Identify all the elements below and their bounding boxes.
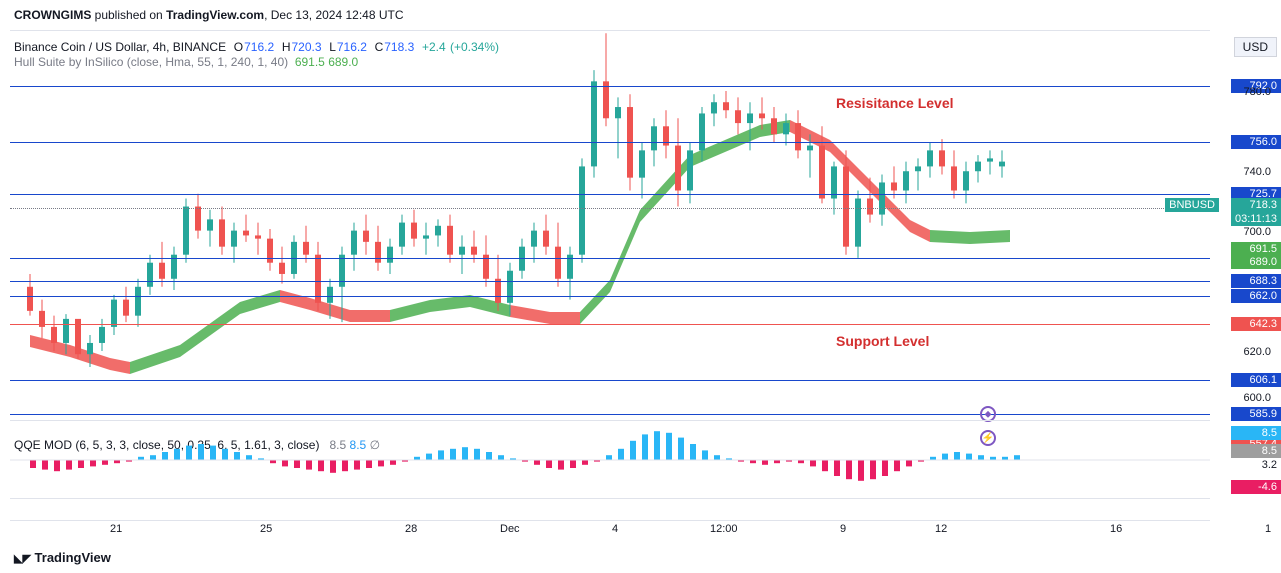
horizontal-level-line [10,86,1210,87]
qqe-axis-box: 8.5 [1231,426,1281,440]
qqe-axis-box: -4.6 [1231,480,1281,494]
pane-divider [10,420,1210,421]
x-axis-tick: 1 [1265,523,1271,535]
y-axis-tick: 780.0 [1243,86,1271,98]
x-axis-tick: Dec [500,523,520,535]
chart-annotation: Resisitance Level [836,95,954,111]
price-axis-box: 606.1 [1231,373,1281,387]
horizontal-level-line [10,194,1210,195]
price-axis-box: 662.0 [1231,289,1281,303]
site: TradingView.com [166,8,264,22]
horizontal-level-line [10,324,1210,325]
price-axis-box: 689.0 [1231,255,1281,269]
qqe-axis-box: 8.5 [1231,444,1281,458]
x-axis-tick: 25 [260,523,272,535]
publish-header: CROWNGIMS published on TradingView.com, … [14,8,404,22]
x-axis-tick: 12 [935,523,947,535]
price-axis-box: 691.5 [1231,242,1281,256]
x-axis-tick: 16 [1110,523,1122,535]
pane-divider [10,30,1210,31]
price-axis-box: 642.3 [1231,317,1281,331]
price-axis-box: 03:11:13 [1231,212,1281,226]
qqe-axis-box: 3.2 [1231,458,1281,472]
price-axis-box: 585.9 [1231,407,1281,421]
y-axis-tick: 700.0 [1243,226,1271,238]
x-axis-tick: 4 [612,523,618,535]
x-axis-tick: 12:00 [710,523,738,535]
currency-selector[interactable]: USD [1234,37,1277,57]
horizontal-level-line [10,258,1210,259]
x-axis-tick: 9 [840,523,846,535]
price-axis-box: 718.3 [1231,198,1281,212]
pane-divider [10,498,1210,499]
symbol-tag: BNBUSD [1165,198,1219,212]
tradingview-logo: ◣◤ TradingView [14,550,111,565]
author: CROWNGIMS [14,8,91,22]
price-axis-box: 756.0 [1231,135,1281,149]
y-axis-tick: 620.0 [1243,346,1271,358]
x-axis: 212528Dec412:00912161 [10,523,1210,543]
main-chart[interactable] [10,30,1210,420]
x-axis-tick: 28 [405,523,417,535]
current-price-line [10,208,1210,209]
pane-divider [10,520,1210,521]
horizontal-level-line [10,296,1210,297]
price-axis-box: 688.3 [1231,274,1281,288]
horizontal-level-line [10,414,1210,415]
y-axis-tick: 600.0 [1243,392,1271,404]
qqe-chart[interactable] [10,425,1210,495]
y-axis-tick: 740.0 [1243,166,1271,178]
horizontal-level-line [10,142,1210,143]
horizontal-level-line [10,380,1210,381]
chart-annotation: Support Level [836,333,929,349]
horizontal-level-line [10,281,1210,282]
x-axis-tick: 21 [110,523,122,535]
